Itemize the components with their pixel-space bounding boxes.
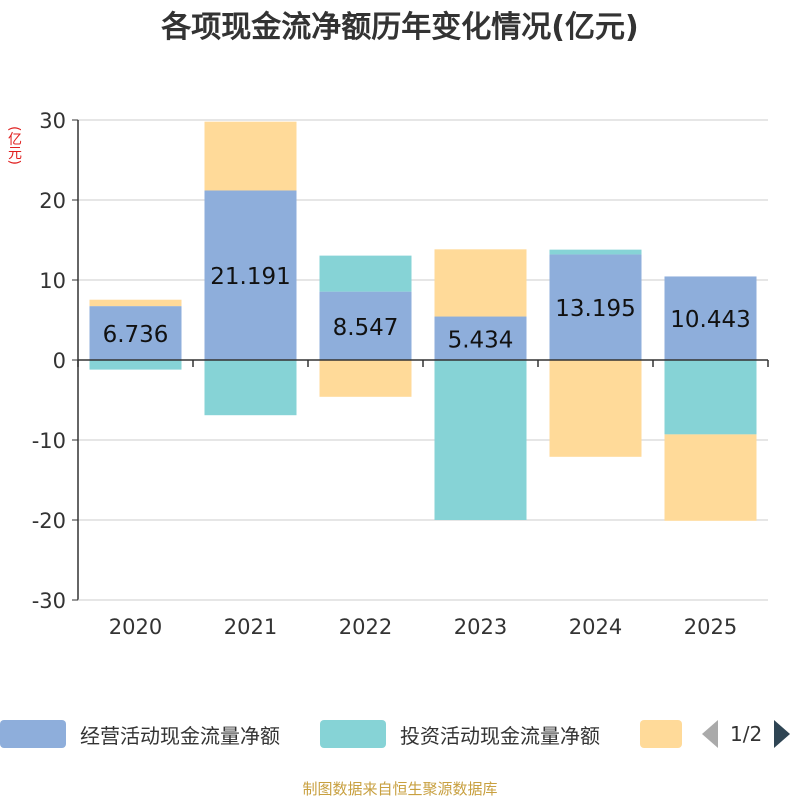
legend-item-investing[interactable]: 投资活动现金流量净额 xyxy=(320,716,600,752)
legend-pager: 1/2 xyxy=(702,716,800,752)
y-tick-label: 20 xyxy=(39,189,66,213)
bar-2020-series-0 xyxy=(89,306,182,360)
x-tick-label-2024: 2024 xyxy=(569,615,622,639)
x-tick-label-2025: 2025 xyxy=(684,615,737,639)
bar-2020-series-2 xyxy=(89,299,182,307)
bar-2022-series-2 xyxy=(319,360,412,397)
y-tick-label: -10 xyxy=(32,429,66,453)
data-label-2022: 8.547 xyxy=(333,315,399,341)
y-tick-label: 0 xyxy=(53,349,66,373)
x-tick-label-2023: 2023 xyxy=(454,615,507,639)
legend-label-operating: 经营活动现金流量净额 xyxy=(80,723,280,748)
legend-page-indicator: 1/2 xyxy=(730,722,763,746)
x-tick-label-2021: 2021 xyxy=(224,615,277,639)
bar-2025-series-0 xyxy=(664,276,757,360)
y-tick-label: -30 xyxy=(32,589,66,613)
bar-2023-series-0 xyxy=(434,316,527,360)
bar-2025-series-1 xyxy=(664,360,757,435)
bar-2024-series-1 xyxy=(549,249,642,255)
y-tick-label: 10 xyxy=(39,269,66,293)
bar-2021-series-1 xyxy=(204,360,297,416)
legend-next-page-icon[interactable] xyxy=(774,720,791,748)
data-label-2021: 21.191 xyxy=(210,264,290,290)
bar-2023-series-2 xyxy=(434,249,527,317)
bar-2024-series-2 xyxy=(549,360,642,457)
legend-item-operating[interactable]: 经营活动现金流量净额 xyxy=(0,716,280,752)
bar-2022-series-0 xyxy=(319,291,412,360)
stacked-bar-chart: -30 -20 -10 0 10 20 30 2020 2021 2022 2023 2024 2025… xyxy=(32,109,769,639)
legend-swatch-financing xyxy=(640,720,682,748)
y-tick-label: -20 xyxy=(32,509,66,533)
bar-2023-series-1 xyxy=(434,360,527,520)
legend-item-financing[interactable] xyxy=(640,716,682,752)
x-tick-label-2022: 2022 xyxy=(339,615,392,639)
y-tick-label: 30 xyxy=(39,109,66,133)
data-label-2023: 5.434 xyxy=(448,327,514,353)
legend: 经营活动现金流量净额 投资活动现金流量净额 xyxy=(0,716,800,752)
x-tick-label-2020: 2020 xyxy=(109,615,162,639)
data-source-note: 制图数据来自恒生聚源数据库 xyxy=(302,780,498,798)
legend-swatch-operating xyxy=(0,720,66,748)
data-label-2020: 6.736 xyxy=(103,322,169,348)
bar-2024-series-0 xyxy=(549,254,642,360)
bar-2020-series-1 xyxy=(89,360,182,370)
data-label-2025: 10.443 xyxy=(670,307,750,333)
bar-2021-series-0 xyxy=(204,190,297,360)
bar-2021-series-2 xyxy=(204,121,297,191)
bar-2022-series-1 xyxy=(319,255,412,292)
legend-prev-page-icon[interactable] xyxy=(702,720,718,748)
data-label-2024: 13.195 xyxy=(555,296,635,322)
y-axis-unit-label: (亿元) xyxy=(6,126,22,165)
legend-swatch-investing xyxy=(320,720,386,748)
legend-label-investing: 投资活动现金流量净额 xyxy=(400,723,600,748)
bar-2025-series-2 xyxy=(664,434,757,521)
chart-title: 各项现金流净额历年变化情况(亿元) xyxy=(161,10,639,45)
